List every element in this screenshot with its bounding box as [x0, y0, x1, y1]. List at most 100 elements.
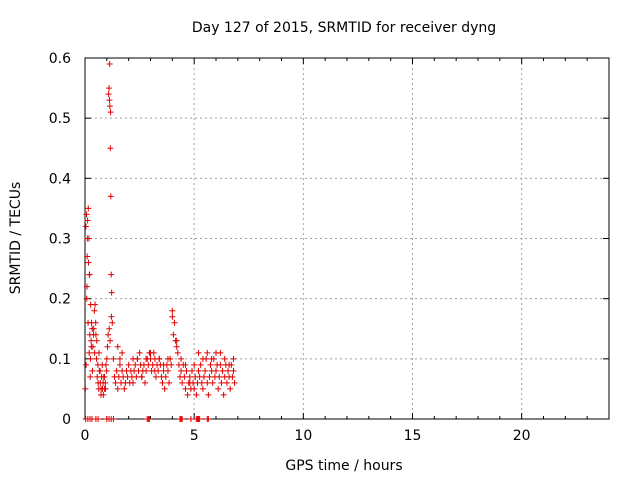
- data-point: [96, 350, 102, 356]
- data-point: [152, 368, 158, 374]
- data-point: [121, 386, 127, 392]
- data-point: [133, 374, 139, 380]
- data-point: [106, 97, 112, 103]
- data-point: [89, 368, 95, 374]
- data-point: [109, 290, 115, 296]
- data-point: [86, 350, 92, 356]
- data-point: [132, 362, 138, 368]
- data-point: [184, 368, 190, 374]
- data-point: [191, 386, 197, 392]
- data-point: [187, 374, 193, 380]
- data-point: [220, 368, 226, 374]
- data-point: [103, 386, 109, 392]
- x-tick-label: 10: [294, 428, 312, 444]
- data-point: [143, 368, 149, 374]
- y-tick-label: 0.3: [49, 232, 71, 248]
- y-tick-label: 0.2: [49, 292, 71, 308]
- data-point: [119, 350, 125, 356]
- data-point: [216, 374, 222, 380]
- data-point: [137, 350, 143, 356]
- data-point: [213, 368, 219, 374]
- data-point: [229, 374, 235, 380]
- data-point: [230, 368, 236, 374]
- data-point: [232, 380, 238, 386]
- data-point: [169, 308, 175, 314]
- data-point: [85, 260, 91, 266]
- data-point: [204, 350, 210, 356]
- data-point: [87, 374, 93, 380]
- data-point: [208, 362, 214, 368]
- data-point: [88, 344, 94, 350]
- data-point: [107, 61, 113, 67]
- data-point: [93, 320, 99, 326]
- x-tick-label: 0: [81, 428, 90, 444]
- data-point: [108, 272, 114, 278]
- data-point: [88, 302, 94, 308]
- data-point: [94, 338, 100, 344]
- data-point: [142, 380, 148, 386]
- data-point: [178, 368, 184, 374]
- data-point: [169, 314, 175, 320]
- data-point: [221, 392, 227, 398]
- data-point: [134, 356, 140, 362]
- data-point: [198, 362, 204, 368]
- data-point: [143, 356, 149, 362]
- data-point: [99, 362, 105, 368]
- data-point: [110, 356, 116, 362]
- y-tick-label: 0.5: [49, 111, 71, 127]
- data-point: [174, 338, 180, 344]
- y-tick-label: 0.6: [49, 51, 71, 67]
- data-point: [178, 356, 184, 362]
- data-point: [83, 223, 89, 229]
- data-point: [115, 386, 121, 392]
- data-point: [188, 416, 194, 422]
- data-point: [196, 368, 202, 374]
- x-tick-label: 5: [190, 428, 199, 444]
- data-point: [170, 332, 176, 338]
- data-point: [101, 374, 107, 380]
- data-point: [109, 320, 115, 326]
- data-point: [191, 362, 197, 368]
- data-point: [104, 356, 110, 362]
- data-point: [201, 374, 207, 380]
- data-point: [91, 326, 97, 332]
- data-point: [210, 380, 216, 386]
- data-point: [200, 356, 206, 362]
- data-point: [87, 272, 93, 278]
- data-point: [117, 356, 123, 362]
- chart-title: Day 127 of 2015, SRMTID for receiver dyn…: [192, 20, 496, 36]
- data-point: [87, 356, 93, 362]
- data-point: [204, 380, 210, 386]
- data-point: [218, 380, 224, 386]
- data-point: [193, 392, 199, 398]
- data-point: [107, 145, 113, 151]
- data-points: [82, 61, 237, 422]
- data-point: [82, 386, 88, 392]
- data-point: [106, 91, 112, 97]
- data-point: [108, 193, 114, 199]
- y-axis-label: SRMTID / TECUs: [8, 182, 24, 295]
- data-point: [97, 368, 103, 374]
- y-tick-label: 0.1: [49, 352, 71, 368]
- x-tick-label: 15: [404, 428, 422, 444]
- data-point: [225, 368, 231, 374]
- data-point: [165, 368, 171, 374]
- data-point: [108, 314, 114, 320]
- data-point: [199, 380, 205, 386]
- data-point: [107, 103, 113, 109]
- data-point: [153, 374, 159, 380]
- data-point: [205, 416, 211, 422]
- data-point: [224, 380, 230, 386]
- data-point: [217, 362, 223, 368]
- data-point: [162, 386, 168, 392]
- data-point: [106, 85, 112, 91]
- data-point: [104, 368, 110, 374]
- data-point: [196, 350, 202, 356]
- data-point: [205, 392, 211, 398]
- data-point: [200, 386, 206, 392]
- data-point: [114, 368, 120, 374]
- data-point: [227, 386, 233, 392]
- data-point: [113, 380, 119, 386]
- data-point: [130, 380, 136, 386]
- data-point: [115, 344, 121, 350]
